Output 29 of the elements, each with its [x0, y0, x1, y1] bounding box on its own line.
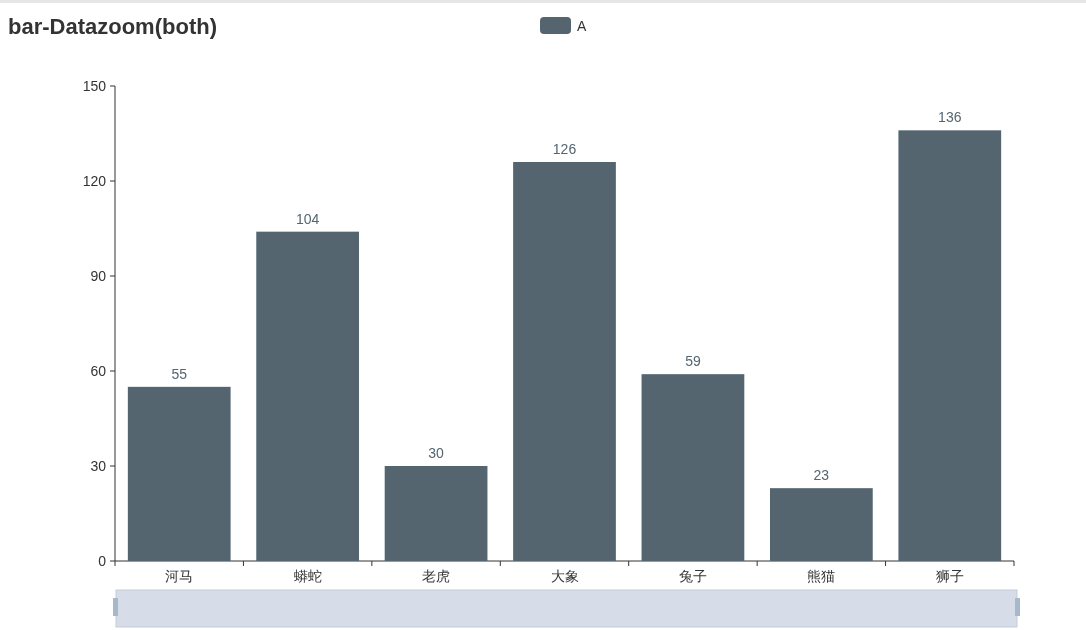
x-tick-label: 兔子	[678, 568, 707, 584]
x-tick-label: 熊猫	[807, 568, 836, 584]
x-tick-label: 大象	[550, 568, 579, 584]
y-tick-label: 90	[90, 268, 107, 284]
y-tick-label: 0	[98, 553, 107, 569]
y-tick-label: 150	[82, 78, 107, 94]
bar	[898, 130, 1002, 561]
data-label: 136	[938, 109, 962, 126]
data-label: 23	[813, 467, 830, 484]
data-label: 126	[552, 141, 577, 157]
data-label: 30	[428, 445, 445, 461]
bar	[256, 231, 360, 561]
data-label: 104	[295, 210, 320, 227]
x-tick-label: 河马	[165, 568, 194, 584]
chart-title: bar-Datazoom(both)	[8, 14, 217, 39]
y-tick-label: 60	[90, 363, 107, 379]
bar	[384, 466, 488, 561]
legend-label: A	[577, 18, 587, 34]
y-tick-label: 120	[82, 173, 107, 189]
bar	[513, 162, 616, 561]
x-tick-label: 老虎	[422, 568, 451, 584]
data-label: 59	[685, 353, 701, 370]
bar	[127, 386, 231, 561]
y-tick-label: 30	[90, 458, 107, 474]
bar	[769, 488, 873, 561]
x-tick-label: 蟒蛇	[293, 568, 322, 584]
data-label: 55	[171, 365, 188, 382]
bar	[641, 374, 745, 561]
x-tick-label: 狮子	[935, 568, 964, 584]
